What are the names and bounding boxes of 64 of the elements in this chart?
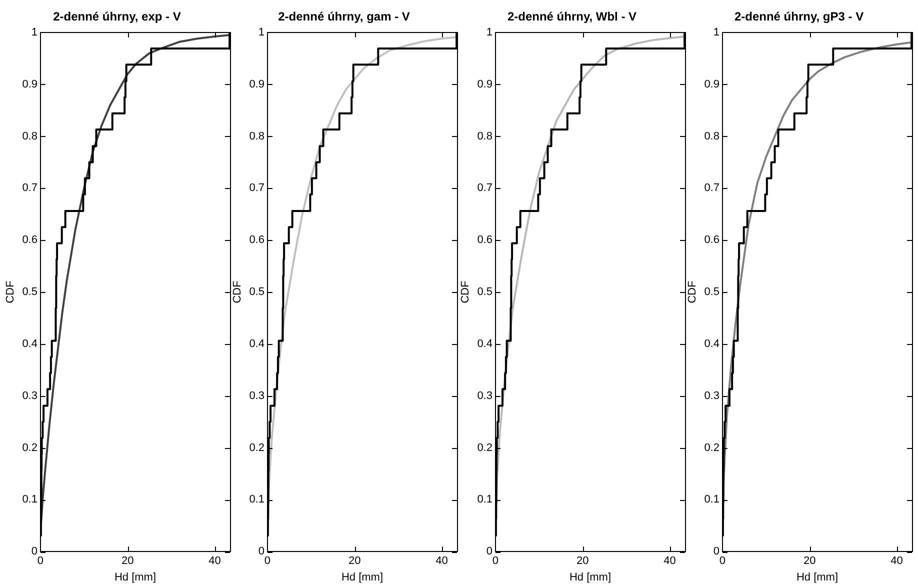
y-tick-label: 0 <box>31 546 38 558</box>
y-axis-title: CDF <box>4 280 17 304</box>
y-tick-label: 0.2 <box>250 442 265 454</box>
y-tick-label: 1 <box>486 26 492 38</box>
y-tick-label: 0.3 <box>250 390 265 402</box>
y-tick-label: 0.5 <box>250 286 265 298</box>
y-tick-label: 0.3 <box>22 390 38 402</box>
y-tick-label: 0.4 <box>704 338 720 350</box>
x-tick-label: 40 <box>890 555 903 568</box>
y-tick-label: 0.4 <box>22 338 38 350</box>
y-tick-label: 0.1 <box>250 494 265 506</box>
y-tick-label: 0.2 <box>704 442 720 454</box>
x-axis-title: Hd [mm] <box>569 571 611 584</box>
chart-title: 2-denné úhrny, gam - V <box>278 10 410 24</box>
y-tick-label: 0.5 <box>704 286 720 298</box>
y-tick-label: 0.1 <box>476 494 492 506</box>
y-tick-label: 0.2 <box>476 442 492 454</box>
x-tick-label: 20 <box>576 555 588 568</box>
y-tick-label: 0.7 <box>704 182 720 194</box>
y-tick-label: 0.3 <box>704 390 720 402</box>
y-tick-label: 0.8 <box>250 130 265 142</box>
y-tick-label: 0.4 <box>250 338 265 350</box>
y-axis-title: CDF <box>232 280 244 304</box>
y-tick-label: 0.6 <box>22 234 38 246</box>
y-tick-label: 0.9 <box>704 78 720 90</box>
chart-title: 2-denné úhrny, gP3 - V <box>734 10 864 24</box>
y-tick-label: 0.2 <box>22 442 38 454</box>
y-axis-title: CDF <box>686 280 699 304</box>
y-tick-label: 0.6 <box>704 234 720 246</box>
y-tick-label: 0.9 <box>250 78 265 90</box>
y-tick-label: 0.8 <box>476 130 492 142</box>
x-tick-label: 40 <box>436 555 448 568</box>
y-tick-label: 0.7 <box>22 182 38 194</box>
x-axis-title: Hd [mm] <box>796 571 838 584</box>
x-tick-label: 20 <box>121 555 134 568</box>
x-tick-label: 20 <box>803 555 816 568</box>
y-tick-label: 0.6 <box>250 234 265 246</box>
y-tick-label: 0 <box>486 546 492 558</box>
x-tick-label: 40 <box>208 555 221 568</box>
y-tick-label: 0.8 <box>22 130 38 142</box>
y-tick-label: 0.9 <box>476 78 492 90</box>
y-tick-label: 0.9 <box>22 78 38 90</box>
x-axis-title: Hd [mm] <box>342 571 384 584</box>
y-tick-label: 0.5 <box>476 286 492 298</box>
y-tick-label: 0.5 <box>22 286 38 298</box>
x-tick-label: 40 <box>663 555 676 568</box>
y-tick-label: 0.1 <box>22 494 38 506</box>
y-tick-label: 0.1 <box>704 494 720 506</box>
y-tick-label: 1 <box>713 26 720 38</box>
y-tick-label: 0.8 <box>704 130 720 142</box>
y-tick-label: 0.3 <box>476 390 492 402</box>
y-tick-label: 0.7 <box>250 182 265 194</box>
y-tick-label: 0 <box>713 546 720 558</box>
y-tick-label: 0 <box>258 546 265 558</box>
x-axis-title: Hd [mm] <box>114 571 156 584</box>
chart-title: 2-denné úhrny, exp - V <box>53 10 181 24</box>
y-tick-label: 0.7 <box>476 182 492 194</box>
x-tick-label: 20 <box>348 555 362 568</box>
y-axis-title: CDF <box>459 280 472 304</box>
chart-title: 2-denné úhrny, Wbl - V <box>507 10 636 24</box>
y-tick-label: 1 <box>258 26 265 38</box>
y-tick-label: 0.6 <box>476 234 492 246</box>
y-tick-label: 0.4 <box>476 338 492 350</box>
y-tick-label: 1 <box>31 26 38 38</box>
